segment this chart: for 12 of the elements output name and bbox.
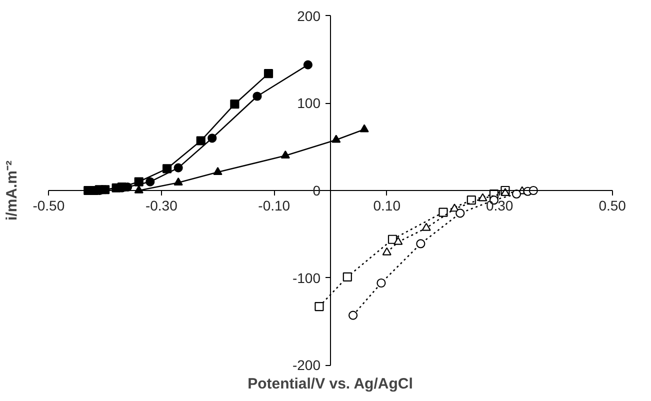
x-tick-label: 0.30	[486, 198, 514, 214]
x-tick-label: 0.10	[373, 198, 401, 214]
x-tick-label: -0.10	[258, 198, 290, 214]
x-tick-label: 0.50	[598, 198, 626, 214]
y-tick-label: 200	[297, 8, 321, 24]
x-tick-label: -0.50	[32, 198, 65, 214]
y-tick-label: 100	[297, 95, 321, 112]
y-tick-label: -100	[292, 270, 321, 286]
y-tick-label: -200	[292, 357, 321, 374]
y-axis-title: i/mA.m⁻²	[4, 160, 20, 220]
x-axis-title: Potential/V vs. Ag/AgCl	[248, 376, 413, 392]
x-tick-label: -0.30	[145, 198, 178, 214]
